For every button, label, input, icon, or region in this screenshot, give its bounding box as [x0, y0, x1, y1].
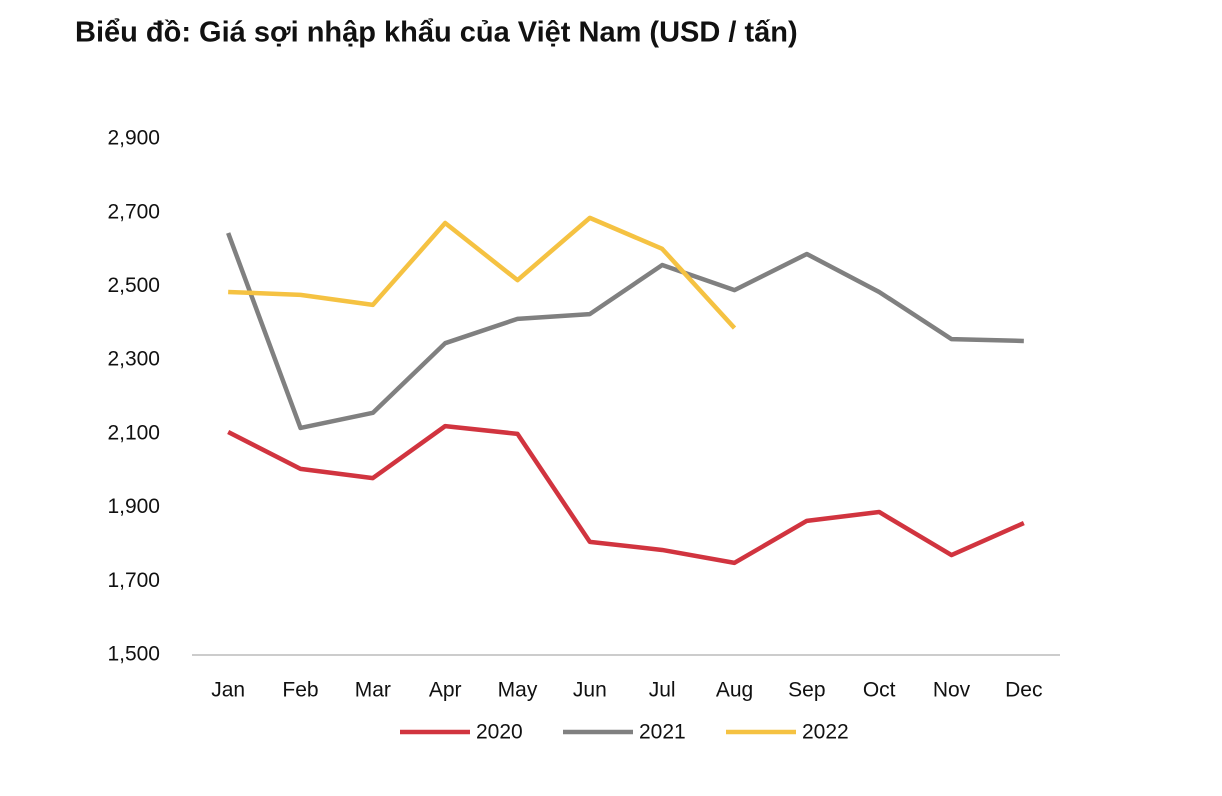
legend-label: 2020 — [476, 721, 523, 744]
legend-label: 2022 — [802, 721, 849, 744]
y-tick-label: 1,900 — [107, 495, 160, 518]
x-tick-label: Mar — [355, 679, 391, 702]
line-series — [227, 423, 1025, 566]
y-tick-label: 2,100 — [107, 421, 160, 444]
x-tick-label: Jul — [649, 679, 676, 702]
y-tick-label: 2,900 — [107, 127, 160, 150]
chart-title: Biểu đồ: Giá sợi nhập khẩu của Việt Nam … — [75, 17, 798, 49]
x-tick-label: May — [498, 679, 538, 702]
y-tick-label: 2,300 — [107, 348, 160, 371]
x-tick-label: Jan — [211, 679, 245, 702]
y-tick-label: 2,500 — [107, 274, 160, 297]
x-tick-label: Feb — [282, 679, 318, 702]
legend-label: 2021 — [639, 721, 686, 744]
x-tick-label: Apr — [429, 679, 462, 702]
y-tick-label: 1,700 — [107, 569, 160, 592]
x-tick-label: Dec — [1005, 679, 1042, 702]
line-series — [228, 215, 737, 330]
x-tick-label: Sep — [788, 679, 825, 702]
x-tick-label: Nov — [933, 679, 971, 702]
x-tick-label: Oct — [863, 679, 896, 702]
x-tick-label: Jun — [573, 679, 607, 702]
y-tick-label: 1,500 — [107, 643, 160, 666]
y-tick-label: 2,700 — [107, 200, 160, 223]
x-tick-label: Aug — [716, 679, 753, 702]
line-series — [226, 232, 1024, 431]
